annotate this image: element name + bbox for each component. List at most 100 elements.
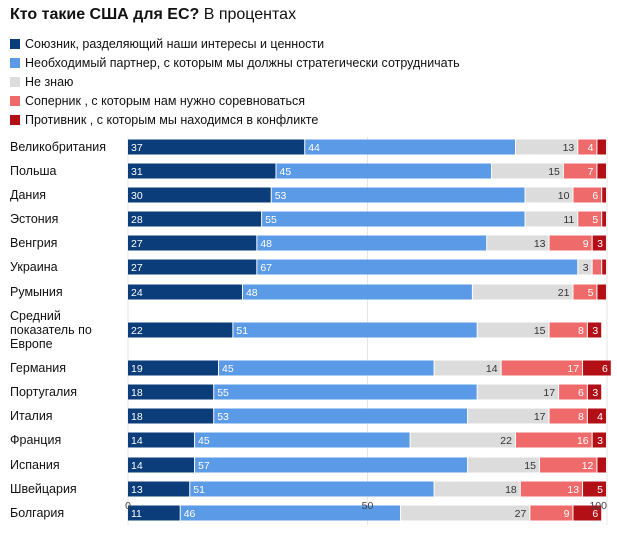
bar-segment: [219, 360, 434, 376]
bar-value-label: 44: [308, 142, 320, 154]
bar-segment: [128, 408, 214, 424]
bar-value-label: 55: [265, 214, 277, 226]
bar-value-label: 5: [592, 214, 598, 226]
bar-value-label: 9: [564, 508, 570, 520]
legend-item-dont-know: Не знаю: [10, 73, 460, 92]
bar-value-label: 55: [217, 387, 229, 399]
category-label: Германия: [10, 361, 66, 375]
bar-value-label: 57: [198, 460, 210, 472]
bar-segment: [515, 139, 578, 155]
category-label: Средний показатель по Европе: [10, 309, 92, 351]
bar-segment: [468, 408, 549, 424]
bar-segment: [180, 505, 401, 521]
legend-swatch: [10, 39, 20, 49]
bar-value-label: 4: [597, 411, 603, 423]
legend-label: Не знаю: [25, 75, 74, 89]
bar-segment: [549, 408, 587, 424]
bar-segment: [257, 259, 578, 275]
category-label: Франция: [10, 433, 61, 447]
bar-value-label: 3: [597, 435, 603, 447]
bar-value-label: 46: [184, 508, 196, 520]
category-label: Румыния: [10, 285, 63, 299]
bar-value-label: 13: [563, 142, 575, 154]
legend-swatch: [10, 58, 20, 68]
x-tick-label: 50: [362, 500, 374, 512]
bar-segment: [128, 322, 233, 338]
category-label: Эстония: [10, 212, 58, 226]
bar-segment: [559, 384, 587, 400]
bar-segment: [530, 505, 573, 521]
bar-segment: [401, 505, 530, 521]
bar-segment: [597, 457, 606, 473]
bar-value-label: 51: [236, 325, 248, 337]
bar-value-label: 13: [567, 484, 579, 496]
bar-value-label: 12: [582, 460, 594, 472]
bar-segment: [520, 481, 583, 497]
legend-label: Необходимый партнер, с которым мы должны…: [25, 56, 460, 70]
bar-value-label: 11: [131, 508, 142, 520]
bar-segment: [195, 457, 468, 473]
bar-segment: [262, 211, 525, 227]
category-label: Болгария: [10, 506, 64, 520]
bar-value-label: 15: [524, 460, 536, 472]
bar-value-label: 6: [602, 363, 608, 375]
x-tick-label: 0: [125, 500, 131, 512]
bar-value-label: 28: [131, 214, 143, 226]
bar-segment: [583, 360, 611, 376]
bar-value-label: 67: [260, 262, 272, 274]
category-label: Польша: [10, 164, 56, 178]
bar-value-label: 14: [131, 435, 143, 447]
bar-segment: [128, 432, 195, 448]
legend-item-partner: Необходимый партнер, с которым мы должны…: [10, 54, 460, 73]
bar-value-label: 45: [279, 166, 291, 178]
bar-value-label: 13: [534, 238, 546, 250]
bar-segment: [477, 322, 549, 338]
bar-value-label: 5: [588, 287, 594, 299]
bar-segment: [592, 235, 606, 251]
bar-segment: [242, 284, 472, 300]
bar-value-label: 18: [131, 387, 143, 399]
bar-segment: [128, 384, 214, 400]
bar-segment: [578, 139, 597, 155]
bar-segment: [472, 284, 573, 300]
bar-segment: [563, 163, 597, 179]
bar-value-label: 19: [131, 363, 143, 375]
bar-segment: [592, 432, 606, 448]
bar-segment: [305, 139, 515, 155]
bar-segment: [128, 211, 262, 227]
bar-segment: [128, 505, 180, 521]
bar-value-label: 13: [131, 484, 143, 496]
bar-segment: [233, 322, 477, 338]
bar-segment: [573, 505, 602, 521]
bar-segment: [587, 384, 602, 400]
bar-value-label: 14: [131, 460, 143, 472]
bar-value-label: 27: [515, 508, 527, 520]
bar-value-label: 45: [222, 363, 234, 375]
bar-segment: [487, 235, 549, 251]
bar-segment: [597, 139, 606, 155]
bar-value-label: 27: [131, 238, 143, 250]
bar-value-label: 17: [543, 387, 555, 399]
bar-segment: [195, 432, 410, 448]
bar-segment: [434, 360, 501, 376]
bar-segment: [549, 235, 592, 251]
chart-title: Кто такие США для ЕС? В процентах: [10, 6, 296, 24]
legend-swatch: [10, 77, 20, 87]
bar-value-label: 7: [588, 166, 594, 178]
bar-segment: [573, 284, 597, 300]
bar-segment: [492, 163, 563, 179]
x-tick-label: 100: [589, 500, 607, 512]
bar-value-label: 30: [131, 190, 143, 202]
bar-segment: [602, 259, 606, 275]
category-label: Украина: [10, 260, 58, 274]
bar-segment: [214, 384, 477, 400]
bar-value-label: 4: [588, 142, 594, 154]
bar-value-label: 14: [486, 363, 498, 375]
chart-subtitle: В процентах: [203, 6, 297, 23]
bar-segment: [539, 457, 597, 473]
bar-segment: [257, 235, 487, 251]
bar-value-label: 9: [583, 238, 589, 250]
bar-segment: [578, 211, 602, 227]
bar-segment: [190, 481, 434, 497]
bar-value-label: 15: [534, 325, 546, 337]
